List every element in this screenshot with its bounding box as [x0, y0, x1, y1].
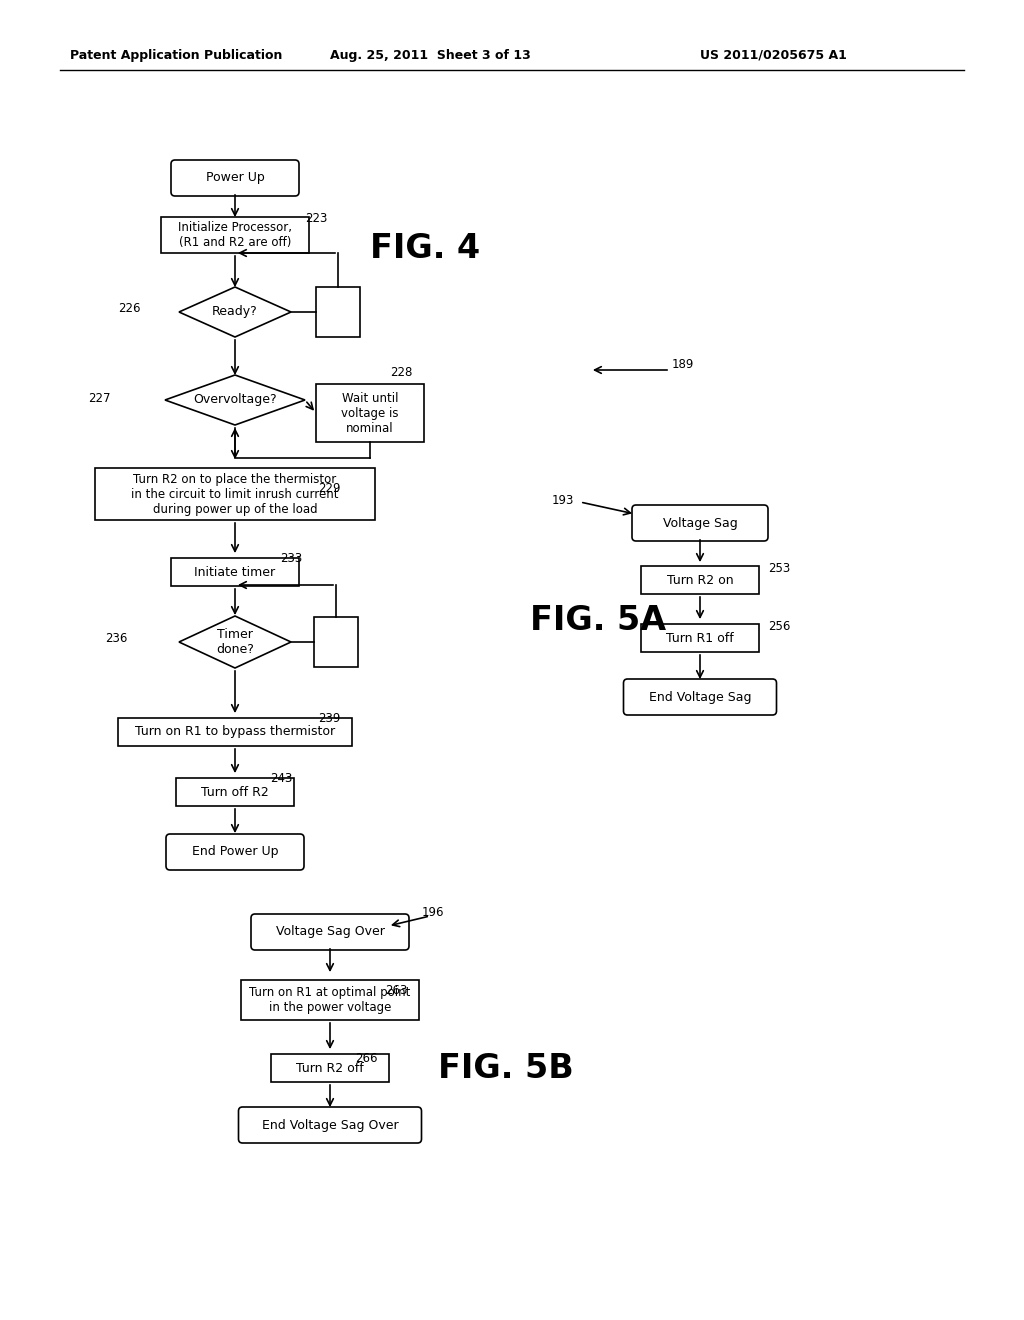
Text: FIG. 4: FIG. 4 — [370, 231, 480, 264]
Text: 256: 256 — [768, 619, 791, 632]
Text: Turn R2 on: Turn R2 on — [667, 573, 733, 586]
Text: Turn R2 on to place the thermistor
in the circuit to limit inrush current
during: Turn R2 on to place the thermistor in th… — [131, 473, 339, 516]
FancyBboxPatch shape — [632, 506, 768, 541]
Text: Wait until
voltage is
nominal: Wait until voltage is nominal — [341, 392, 398, 434]
Text: Turn R2 off: Turn R2 off — [296, 1061, 364, 1074]
Text: Initialize Processor,
(R1 and R2 are off): Initialize Processor, (R1 and R2 are off… — [178, 220, 292, 249]
Text: End Voltage Sag Over: End Voltage Sag Over — [262, 1118, 398, 1131]
Text: 189: 189 — [672, 359, 694, 371]
Text: Timer
done?: Timer done? — [216, 628, 254, 656]
Text: Overvoltage?: Overvoltage? — [194, 393, 276, 407]
Text: Initiate timer: Initiate timer — [195, 565, 275, 578]
Text: 196: 196 — [422, 906, 444, 919]
Bar — [271, 1053, 389, 1082]
Bar — [118, 718, 352, 746]
Bar — [161, 216, 309, 253]
Bar — [316, 384, 424, 442]
Bar — [641, 566, 759, 594]
Text: FIG. 5B: FIG. 5B — [438, 1052, 573, 1085]
Text: 253: 253 — [768, 561, 791, 574]
Text: US 2011/0205675 A1: US 2011/0205675 A1 — [700, 49, 847, 62]
Bar — [641, 624, 759, 652]
FancyBboxPatch shape — [239, 1107, 422, 1143]
Text: 223: 223 — [305, 211, 328, 224]
Text: Voltage Sag: Voltage Sag — [663, 516, 737, 529]
Bar — [176, 777, 294, 807]
Text: Turn R1 off: Turn R1 off — [667, 631, 734, 644]
Text: 229: 229 — [318, 482, 341, 495]
Text: 228: 228 — [390, 366, 413, 379]
Bar — [241, 979, 419, 1020]
Polygon shape — [179, 616, 291, 668]
Text: 236: 236 — [105, 631, 127, 644]
Text: Power Up: Power Up — [206, 172, 264, 185]
Bar — [95, 469, 375, 520]
Text: End Power Up: End Power Up — [191, 846, 279, 858]
Text: Voltage Sag Over: Voltage Sag Over — [275, 925, 384, 939]
Text: Turn off R2: Turn off R2 — [201, 785, 269, 799]
Text: Turn on R1 at optimal point
in the power voltage: Turn on R1 at optimal point in the power… — [249, 986, 411, 1014]
Text: 263: 263 — [385, 983, 408, 997]
Text: 266: 266 — [355, 1052, 378, 1064]
Text: 227: 227 — [88, 392, 111, 404]
FancyBboxPatch shape — [171, 160, 299, 195]
FancyBboxPatch shape — [166, 834, 304, 870]
Text: 239: 239 — [318, 711, 340, 725]
Polygon shape — [165, 375, 305, 425]
Bar — [171, 558, 299, 586]
Text: 226: 226 — [118, 301, 140, 314]
Text: Patent Application Publication: Patent Application Publication — [70, 49, 283, 62]
Text: Aug. 25, 2011  Sheet 3 of 13: Aug. 25, 2011 Sheet 3 of 13 — [330, 49, 530, 62]
Bar — [314, 616, 358, 667]
Text: End Voltage Sag: End Voltage Sag — [649, 690, 752, 704]
FancyBboxPatch shape — [251, 913, 409, 950]
FancyBboxPatch shape — [624, 678, 776, 715]
Bar — [316, 286, 360, 337]
Text: Ready?: Ready? — [212, 305, 258, 318]
Text: 243: 243 — [270, 771, 293, 784]
Text: FIG. 5A: FIG. 5A — [530, 603, 667, 636]
Text: 193: 193 — [552, 494, 574, 507]
Polygon shape — [179, 286, 291, 337]
Text: Turn on R1 to bypass thermistor: Turn on R1 to bypass thermistor — [135, 726, 335, 738]
Text: 233: 233 — [280, 552, 302, 565]
